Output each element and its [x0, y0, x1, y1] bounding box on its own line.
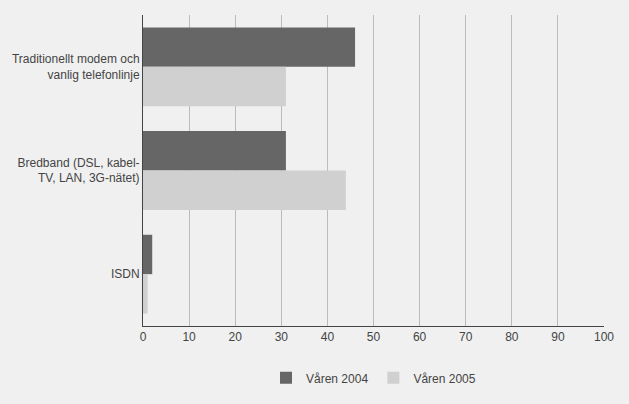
svg-text:Bredband (DSL, kabel-TV, LAN,: Bredband (DSL, kabel-TV, LAN, 3G-nätet) [18, 156, 140, 186]
svg-text:Våren 2004: Våren 2004 [306, 372, 368, 386]
svg-text:50: 50 [367, 330, 381, 344]
svg-text:70: 70 [459, 330, 473, 344]
svg-text:Traditionellt modem ochvanlig: Traditionellt modem ochvanlig telefonlin… [12, 52, 140, 82]
svg-text:30: 30 [275, 330, 289, 344]
svg-text:90: 90 [551, 330, 565, 344]
svg-text:60: 60 [413, 330, 427, 344]
svg-text:100: 100 [594, 330, 614, 344]
svg-text:40: 40 [321, 330, 335, 344]
svg-text:20: 20 [229, 330, 243, 344]
svg-text:0: 0 [140, 330, 147, 344]
svg-text:10: 10 [182, 330, 196, 344]
svg-text:80: 80 [505, 330, 519, 344]
svg-text:ISDN: ISDN [111, 267, 140, 281]
svg-text:Våren 2005: Våren 2005 [413, 372, 475, 386]
